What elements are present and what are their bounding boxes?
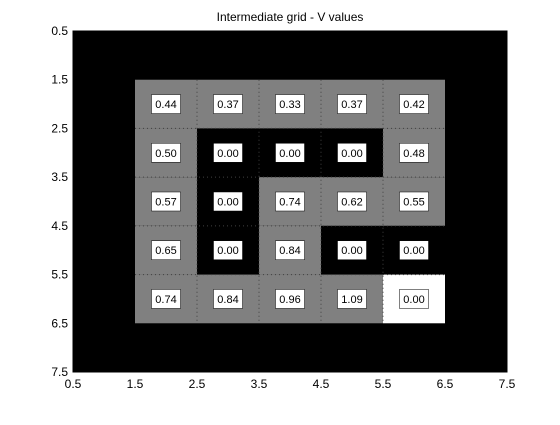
value-label-box [399,94,429,114]
value-label-box [275,94,305,114]
value-label: 0.48 [403,148,424,160]
value-label: 0.84 [279,245,300,257]
value-label-box [399,289,429,309]
x-tick-label: 0.5 [65,377,82,391]
value-label-box [213,240,243,260]
value-label: 0.57 [155,197,176,209]
x-tick-label: 7.5 [499,377,516,391]
value-label: 0.96 [279,294,300,306]
value-label-box [213,143,243,163]
value-label: 0.44 [155,99,176,111]
value-label: 0.74 [155,294,176,306]
value-label: 0.00 [217,245,238,257]
value-label: 0.33 [279,99,300,111]
axes-frame [72,30,508,373]
value-label-box [213,94,243,114]
x-tick-label: 1.5 [127,377,144,391]
value-label-box [151,289,181,309]
value-label-box [337,143,367,163]
value-label-box [337,191,367,212]
y-tick-label: 1.5 [51,73,68,87]
x-tick-label: 3.5 [251,377,268,391]
value-label: 0.00 [403,245,424,257]
y-tick-label: 2.5 [51,121,68,135]
value-label-box [151,143,181,163]
value-label-box [151,94,181,114]
value-label: 0.42 [403,99,424,111]
value-label-box [337,289,367,309]
value-label-box [151,191,181,212]
value-label: 0.62 [341,197,362,209]
value-label-box [337,240,367,260]
x-tick-label: 6.5 [437,377,454,391]
x-tick-label: 4.5 [313,377,330,391]
value-label: 0.65 [155,245,176,257]
value-label: 0.37 [341,99,362,111]
value-label: 0.00 [217,148,238,160]
chart-title: Intermediate grid - V values [216,10,364,24]
value-label-box [399,191,429,212]
value-label-box [275,143,305,163]
value-label: 0.74 [279,197,300,209]
value-label-box [275,191,305,212]
value-label: 0.00 [341,148,362,160]
value-label: 0.50 [155,148,176,160]
value-label-box [275,240,305,260]
value-label-box [399,240,429,260]
value-label: 0.00 [279,148,300,160]
value-label-box [399,143,429,163]
y-tick-label: 7.5 [51,365,68,379]
x-tick-label: 5.5 [375,377,392,391]
x-tick-label: 2.5 [189,377,206,391]
y-tick-label: 4.5 [51,219,68,233]
value-label: 0.55 [403,197,424,209]
value-label: 1.09 [341,294,362,306]
value-label: 0.00 [341,245,362,257]
value-label: 0.00 [217,197,238,209]
value-label-box [337,94,367,114]
value-label-box [275,289,305,309]
value-label: 0.37 [217,99,238,111]
value-label-box [151,240,181,260]
y-tick-label: 5.5 [51,268,68,282]
value-label-box [213,289,243,309]
value-label-box [213,191,243,212]
y-tick-label: 3.5 [51,170,68,184]
y-tick-label: 0.5 [51,24,68,38]
y-tick-label: 6.5 [51,316,68,330]
value-label: 0.00 [403,294,424,306]
value-label: 0.84 [217,294,238,306]
